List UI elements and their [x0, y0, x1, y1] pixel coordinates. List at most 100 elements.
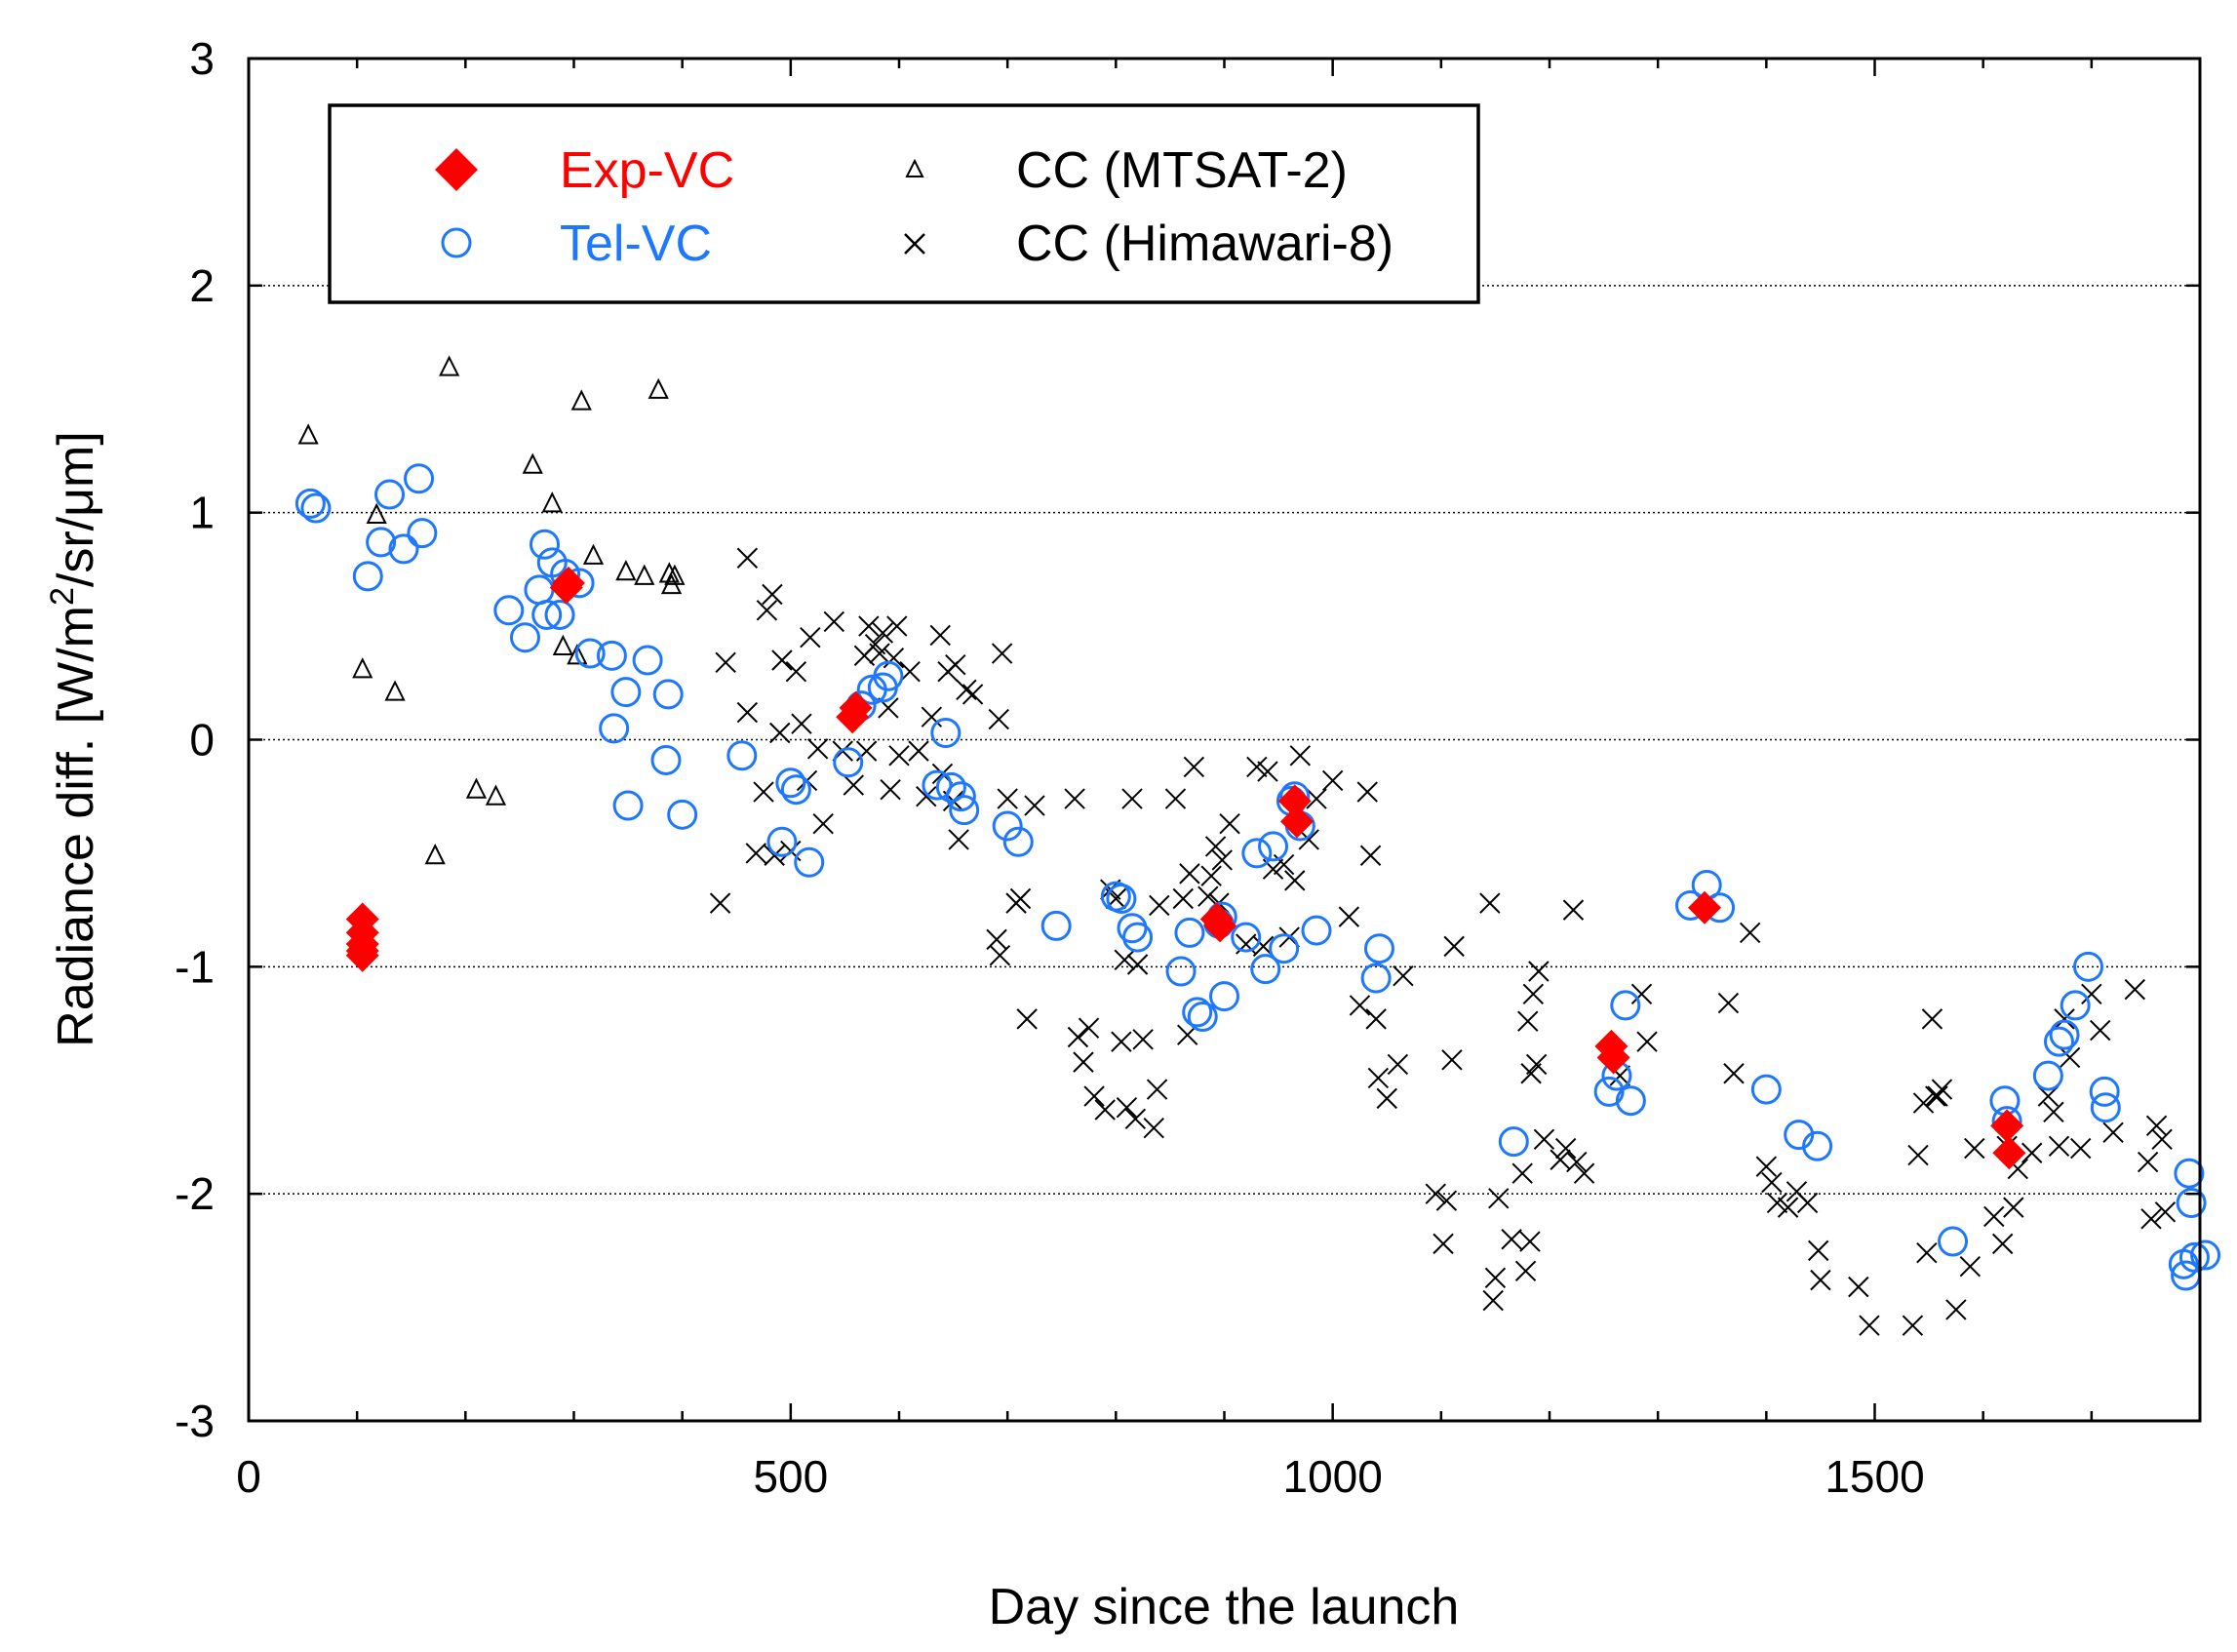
exp-vc-point	[1990, 1109, 2024, 1143]
cc-himawari-8-point	[1246, 756, 1268, 778]
cc-himawari-8-point	[1441, 1049, 1463, 1071]
cc-himawari-8-point	[1573, 1162, 1595, 1184]
cc-himawari-8-point	[2043, 1101, 2064, 1123]
cc-himawari-8-point	[2145, 1115, 2168, 1137]
tel-vc-point	[374, 479, 406, 510]
cc-himawari-8-point	[1528, 961, 1550, 982]
cc-himawari-8-point	[2090, 1019, 2111, 1042]
legend-himawari8-label: CC (Himawari-8)	[1016, 216, 1393, 272]
cc-himawari-8-point	[2140, 1208, 2162, 1230]
cc-himawari-8-point	[1761, 1171, 1783, 1194]
tel-vc-point	[632, 645, 663, 676]
tel-vc-point	[780, 774, 811, 806]
cc-himawari-8-point	[1566, 1151, 1588, 1173]
cc-himawari-8-point	[1121, 788, 1143, 809]
x-axis-title: Day since the launch	[989, 1579, 1460, 1635]
cc-mtsat-2-point	[384, 680, 406, 701]
cc-himawari-8-point	[1024, 795, 1045, 816]
cc-himawari-8-point	[1859, 1315, 1880, 1336]
cc-himawari-8-point	[1522, 983, 1545, 1004]
tel-vc-point	[992, 810, 1023, 842]
cc-himawari-8-point	[1083, 1085, 1105, 1107]
y-tick-label: 1	[189, 488, 215, 538]
cc-himawari-8-point	[2151, 1128, 2173, 1150]
cc-himawari-8-point	[736, 547, 759, 569]
cc-himawari-8-point	[2054, 1008, 2075, 1030]
cc-himawari-8-point	[1991, 1233, 2014, 1255]
y-tick-label: -3	[175, 1396, 215, 1446]
cc-mtsat-2-point	[424, 844, 446, 865]
legend-himawari8-marker	[904, 233, 925, 255]
cc-himawari-8-point	[1111, 1031, 1132, 1052]
tel-vc-point	[404, 463, 435, 494]
cc-himawari-8-point	[823, 610, 845, 633]
exp-vc-point	[1203, 909, 1237, 943]
tel-vc-point	[1040, 910, 1072, 941]
cc-himawari-8-point	[1514, 1260, 1537, 1282]
cc-himawari-8-point	[1921, 1008, 1943, 1030]
cc-himawari-8-point	[1356, 781, 1378, 803]
x-tick-label: 1500	[1825, 1451, 1924, 1502]
tel-vc-point	[493, 595, 525, 626]
cc-himawari-8-point	[1916, 1241, 1938, 1264]
data-points	[294, 355, 2221, 1336]
tel-vc-point	[726, 740, 758, 771]
tel-vc-point	[300, 492, 332, 524]
cc-himawari-8-point	[785, 660, 807, 683]
cc-himawari-8-point	[858, 615, 880, 637]
tel-vc-point	[1258, 831, 1289, 862]
tel-vc-point	[2049, 1019, 2080, 1050]
cc-himawari-8-point	[1983, 1205, 2005, 1228]
cc-mtsat-2-point	[541, 492, 563, 513]
tel-vc-point	[650, 744, 682, 775]
cc-himawari-8-point	[2102, 1121, 2124, 1144]
tel-vc-point	[2090, 1092, 2121, 1123]
cc-mtsat-2-point	[648, 377, 669, 399]
cc-himawari-8-point	[1289, 745, 1312, 767]
tel-vc-point	[294, 488, 326, 519]
cc-himawari-8-point	[1484, 1267, 1507, 1289]
tel-vc-point	[388, 533, 419, 565]
plot-frame	[247, 57, 2202, 1423]
cc-himawari-8-point	[1777, 1197, 1799, 1218]
tel-vc-point	[2176, 1187, 2207, 1218]
cc-himawari-8-point	[2137, 1151, 2159, 1173]
tel-vc-point	[1122, 922, 1154, 953]
cc-himawari-8-point	[921, 706, 943, 728]
cc-himawari-8-point	[1723, 1063, 1745, 1084]
cc-himawari-8-point	[2003, 1197, 2024, 1218]
y-tick-label: 0	[189, 715, 215, 766]
cc-himawari-8-point	[812, 812, 834, 835]
cc-himawari-8-point	[1073, 1051, 1094, 1073]
cc-himawari-8-point	[1432, 1233, 1454, 1255]
cc-himawari-8-point	[1116, 1096, 1138, 1119]
legend-exp-vc-marker	[435, 148, 478, 191]
cc-himawari-8-point	[745, 843, 766, 864]
exp-vc-point	[839, 690, 873, 725]
cc-himawari-8-point	[1094, 1099, 1116, 1121]
tel-vc-point	[667, 799, 698, 830]
tel-vc-point	[935, 771, 966, 803]
cc-himawari-8-point	[1164, 788, 1187, 809]
cc-himawari-8-point	[1387, 1053, 1409, 1076]
cc-himawari-8-point	[1511, 1162, 1533, 1184]
cc-himawari-8-point	[1766, 1192, 1788, 1214]
cc-himawari-8-point	[709, 892, 731, 914]
tel-vc-point	[2060, 990, 2091, 1021]
cc-himawari-8-point	[1554, 1137, 1577, 1160]
cc-himawari-8-point	[929, 624, 951, 647]
tel-vc-point	[1182, 997, 1213, 1028]
cc-himawari-8-point	[1443, 935, 1465, 958]
tel-vc-point	[2174, 1158, 2205, 1189]
cc-himawari-8-point	[1359, 845, 1382, 866]
exp-vc-point	[1596, 1041, 1630, 1075]
tel-vc-point	[407, 518, 438, 549]
tel-vc-point	[610, 677, 642, 708]
cc-himawari-8-point	[1425, 1183, 1446, 1204]
cc-himawari-8-point	[1219, 812, 1240, 835]
cc-himawari-8-point	[1810, 1269, 1831, 1291]
cc-himawari-8-point	[1519, 1231, 1541, 1252]
tel-vc-point	[652, 679, 684, 710]
exp-vc-point	[1279, 805, 1314, 839]
cc-himawari-8-point	[1562, 899, 1585, 921]
